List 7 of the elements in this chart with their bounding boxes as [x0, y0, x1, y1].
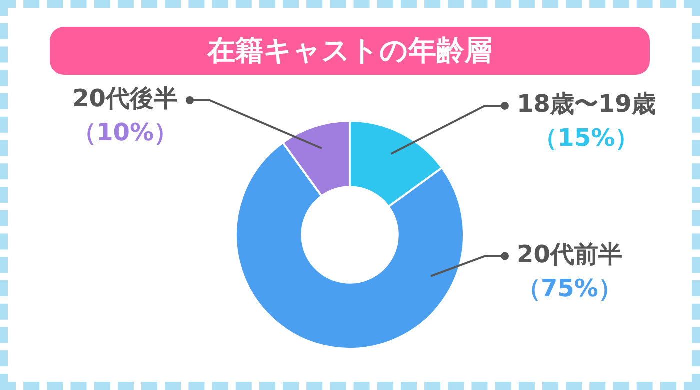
data-label: （15%）	[534, 124, 640, 152]
data-label: （10%）	[72, 118, 178, 147]
slice-label: 18歳〜19歳	[517, 90, 656, 118]
data-label: （75%）	[516, 274, 622, 303]
chart-title: 在籍キャストの年齢層	[50, 27, 650, 75]
slice-label: 20代後半	[72, 84, 178, 113]
slice-label: 20代前半	[517, 240, 622, 269]
